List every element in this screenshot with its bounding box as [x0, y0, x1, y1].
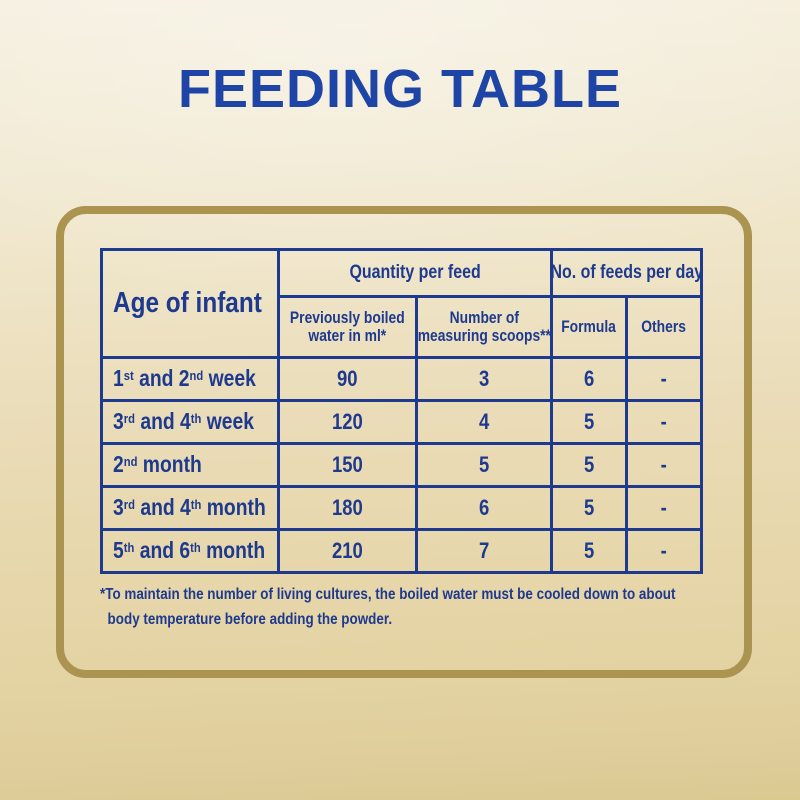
others-header: Others — [624, 295, 704, 359]
quantity-per-feed-label: Quantity per feed — [349, 262, 481, 284]
footnote-line1: *To maintain the number of living cultur… — [100, 586, 676, 603]
scoops-cell: 4 — [415, 399, 553, 445]
footnote-line2: body temperature before adding the powde… — [107, 610, 393, 628]
others-cell: - — [624, 399, 704, 445]
table-row: 3rd and 4th week 120 4 5 - — [100, 399, 704, 445]
scoops-value: 5 — [478, 451, 490, 477]
formula-cell: 5 — [550, 399, 628, 445]
feeding-table: Age of infant Quantity per feed No. of f… — [100, 248, 704, 574]
feeding-table-body: 1st and 2nd week 90 3 6 - 3rd and 4th week 120… — [100, 356, 704, 574]
formula-header: Formula — [550, 295, 628, 359]
others-cell: - — [624, 485, 704, 531]
feeding-table-header: Age of infant Quantity per feed No. of f… — [100, 248, 704, 359]
scoops-value: 7 — [478, 537, 490, 563]
table-row: 3rd and 4th month 180 6 5 - — [100, 485, 704, 531]
age-of-infant-header: Age of infant — [100, 248, 280, 359]
formula-value: 5 — [583, 451, 595, 477]
age-cell: 2nd month — [100, 442, 280, 488]
age-cell: 3rd and 4th month — [100, 485, 280, 531]
others-cell: - — [624, 356, 704, 402]
header-group-row: Age of infant Quantity per feed No. of f… — [100, 248, 704, 359]
scoops-cell: 3 — [415, 356, 553, 402]
gold-frame: Age of infant Quantity per feed No. of f… — [56, 206, 752, 678]
scoops-value: 3 — [478, 365, 490, 391]
table-row: 1st and 2nd week 90 3 6 - — [100, 356, 704, 402]
scoops-cell: 6 — [415, 485, 553, 531]
age-label: 5th and 6th month — [113, 537, 266, 564]
boiled-water-line2: water in ml* — [308, 327, 387, 345]
quantity-per-feed-header: Quantity per feed — [277, 248, 553, 298]
feeds-per-day-label: No. of feeds per day — [550, 262, 703, 284]
measuring-scoops-header: Number of measuring scoops** — [415, 295, 553, 359]
scoops-value: 4 — [478, 408, 490, 434]
others-label: Others — [641, 317, 687, 336]
others-value: - — [660, 408, 668, 434]
water-cell: 150 — [277, 442, 418, 488]
others-cell: - — [624, 442, 704, 488]
water-cell: 180 — [277, 485, 418, 531]
age-label: 3rd and 4th week — [113, 408, 255, 435]
others-value: - — [660, 451, 668, 477]
formula-cell: 5 — [550, 528, 628, 574]
age-cell: 5th and 6th month — [100, 528, 280, 574]
measuring-scoops-line2: measuring scoops** — [417, 327, 551, 345]
boiled-water-line1: Previously boiled — [290, 308, 405, 327]
boiled-water-header: Previously boiled water in ml* — [277, 295, 418, 359]
formula-cell: 6 — [550, 356, 628, 402]
others-value: - — [660, 494, 668, 520]
water-cell: 90 — [277, 356, 418, 402]
page-title: FEEDING TABLE — [178, 59, 622, 119]
footnote: *To maintain the number of living cultur… — [100, 583, 785, 633]
others-value: - — [660, 537, 668, 563]
others-value: - — [660, 365, 668, 391]
age-cell: 1st and 2nd week — [100, 356, 280, 402]
formula-value: 5 — [583, 537, 595, 563]
formula-value: 5 — [583, 494, 595, 520]
age-label: 1st and 2nd week — [113, 365, 256, 392]
others-cell: - — [624, 528, 704, 574]
feeds-per-day-header: No. of feeds per day — [549, 248, 704, 298]
table-row: 2nd month 150 5 5 - — [100, 442, 704, 488]
table-row: 5th and 6th month 210 7 5 - — [100, 528, 704, 574]
age-of-infant-label: Age of infant — [113, 287, 262, 320]
formula-value: 6 — [583, 365, 595, 391]
water-value: 180 — [332, 494, 363, 520]
age-label: 2nd month — [113, 451, 202, 478]
scoops-value: 6 — [478, 494, 490, 520]
measuring-scoops-line1: Number of — [449, 308, 519, 327]
water-value: 210 — [332, 537, 363, 563]
age-label: 3rd and 4th month — [113, 494, 266, 521]
water-value: 120 — [332, 408, 363, 434]
header-sub-row: Previously boiled water in ml* Number of… — [102, 295, 704, 359]
water-value: 150 — [332, 451, 363, 477]
water-value: 90 — [337, 365, 358, 391]
formula-label: Formula — [561, 317, 617, 336]
formula-value: 5 — [583, 408, 595, 434]
age-cell: 3rd and 4th week — [100, 399, 280, 445]
water-cell: 120 — [277, 399, 418, 445]
scoops-cell: 5 — [415, 442, 553, 488]
formula-cell: 5 — [550, 485, 628, 531]
water-cell: 210 — [277, 528, 418, 574]
formula-cell: 5 — [550, 442, 628, 488]
scoops-cell: 7 — [415, 528, 553, 574]
